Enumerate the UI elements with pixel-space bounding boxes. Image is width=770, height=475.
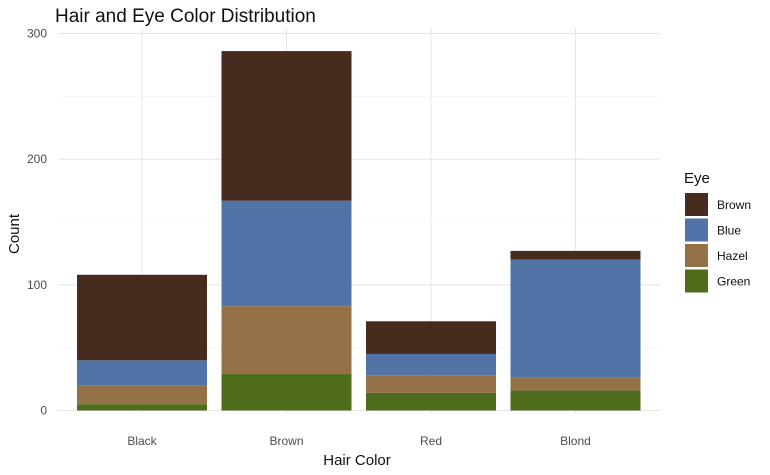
bar-segment-brown-hazel	[221, 306, 352, 375]
legend-swatch-blue	[685, 218, 708, 242]
x-tick-label: Brown	[269, 434, 303, 448]
bar-segment-red-blue	[366, 353, 496, 376]
bar-segment-black-green	[77, 404, 207, 411]
y-tick-label: 0	[40, 404, 47, 418]
legend: Eye Brown Blue Hazel Green	[684, 170, 751, 293]
bar-segment-black-brown	[77, 274, 207, 361]
legend-swatch-green	[685, 269, 708, 293]
x-tick-label: Red	[420, 434, 442, 448]
bar-segment-black-blue	[77, 360, 207, 386]
y-tick-label: 200	[27, 152, 47, 166]
bar-segment-blond-brown	[510, 250, 641, 260]
x-axis-title: Hair Color	[323, 452, 391, 469]
bar-segment-brown-blue	[221, 200, 352, 307]
bar-segment-brown-green	[221, 374, 352, 411]
y-tick-label: 300	[27, 27, 47, 41]
bars	[77, 51, 641, 411]
y-tick-label: 100	[27, 278, 47, 292]
legend-label-green: Green	[717, 275, 750, 289]
bar-segment-red-brown	[366, 321, 496, 354]
legend-swatch-hazel	[685, 244, 708, 267]
bar-segment-blond-blue	[510, 259, 641, 378]
bar-segment-red-green	[366, 392, 496, 411]
legend-label-hazel: Hazel	[717, 249, 748, 263]
x-tick-label: Black	[127, 434, 157, 448]
chart-title: Hair and Eye Color Distribution	[55, 6, 316, 27]
bar-segment-brown-brown	[221, 51, 352, 201]
legend-label-blue: Blue	[717, 224, 741, 238]
legend-swatch-brown	[685, 193, 708, 216]
y-axis-title: Count	[6, 213, 23, 254]
bar-segment-red-hazel	[366, 375, 496, 393]
legend-label-brown: Brown	[717, 198, 751, 212]
bar-segment-blond-hazel	[510, 377, 641, 391]
x-tick-label: Blond	[560, 434, 591, 448]
ticks: 0 100 200 300 Black Brown Red Blond	[27, 27, 591, 449]
bar-segment-blond-green	[510, 390, 641, 411]
legend-title: Eye	[684, 170, 710, 187]
bar-segment-black-hazel	[77, 385, 207, 405]
